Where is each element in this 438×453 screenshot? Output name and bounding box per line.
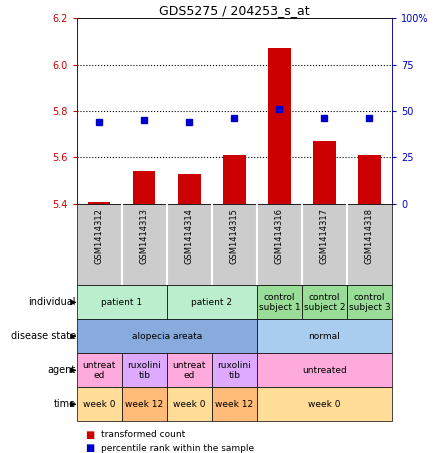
Bar xyxy=(77,285,167,319)
Text: ■: ■ xyxy=(85,443,95,453)
Bar xyxy=(133,171,155,204)
Bar xyxy=(257,319,392,353)
Title: GDS5275 / 204253_s_at: GDS5275 / 204253_s_at xyxy=(159,4,310,17)
Bar xyxy=(302,285,347,319)
Text: untreated: untreated xyxy=(302,366,347,375)
Text: week 0: week 0 xyxy=(83,400,116,409)
Bar xyxy=(77,387,122,421)
Bar xyxy=(212,353,257,387)
Bar xyxy=(122,353,167,387)
Bar xyxy=(257,387,392,421)
Bar xyxy=(167,387,212,421)
Bar xyxy=(167,285,257,319)
Text: control
subject 3: control subject 3 xyxy=(349,293,390,312)
Text: GSM1414318: GSM1414318 xyxy=(365,208,374,264)
Bar xyxy=(122,387,167,421)
Text: control
subject 1: control subject 1 xyxy=(258,293,300,312)
Text: patient 1: patient 1 xyxy=(101,298,142,307)
Bar xyxy=(77,353,122,387)
Text: GSM1414317: GSM1414317 xyxy=(320,208,329,264)
Text: GSM1414314: GSM1414314 xyxy=(185,208,194,264)
Text: disease state: disease state xyxy=(11,331,76,342)
Text: alopecia areata: alopecia areata xyxy=(132,332,202,341)
Text: control
subject 2: control subject 2 xyxy=(304,293,345,312)
Text: week 12: week 12 xyxy=(215,400,254,409)
Text: untreat
ed: untreat ed xyxy=(82,361,116,380)
Text: GSM1414315: GSM1414315 xyxy=(230,208,239,264)
Bar xyxy=(77,319,257,353)
Bar xyxy=(167,353,212,387)
Bar xyxy=(313,141,336,204)
Text: untreat
ed: untreat ed xyxy=(173,361,206,380)
Text: week 0: week 0 xyxy=(173,400,205,409)
Text: patient 2: patient 2 xyxy=(191,298,232,307)
Bar xyxy=(268,48,291,204)
Text: time: time xyxy=(53,399,76,410)
Bar xyxy=(358,155,381,204)
Bar xyxy=(212,387,257,421)
Text: transformed count: transformed count xyxy=(101,430,185,439)
Bar xyxy=(88,202,110,204)
Text: GSM1414316: GSM1414316 xyxy=(275,208,284,264)
Text: week 0: week 0 xyxy=(308,400,341,409)
Text: ruxolini
tib: ruxolini tib xyxy=(217,361,251,380)
Text: ■: ■ xyxy=(85,430,95,440)
Text: normal: normal xyxy=(308,332,340,341)
Text: ruxolini
tib: ruxolini tib xyxy=(127,361,161,380)
Text: GSM1414312: GSM1414312 xyxy=(95,208,104,264)
Text: individual: individual xyxy=(28,297,76,308)
Bar xyxy=(257,285,302,319)
Bar xyxy=(347,285,392,319)
Text: week 12: week 12 xyxy=(125,400,163,409)
Bar xyxy=(178,173,201,204)
Text: percentile rank within the sample: percentile rank within the sample xyxy=(101,444,254,453)
Text: agent: agent xyxy=(47,365,76,376)
Bar xyxy=(223,155,246,204)
Bar xyxy=(257,353,392,387)
Text: GSM1414313: GSM1414313 xyxy=(140,208,149,264)
